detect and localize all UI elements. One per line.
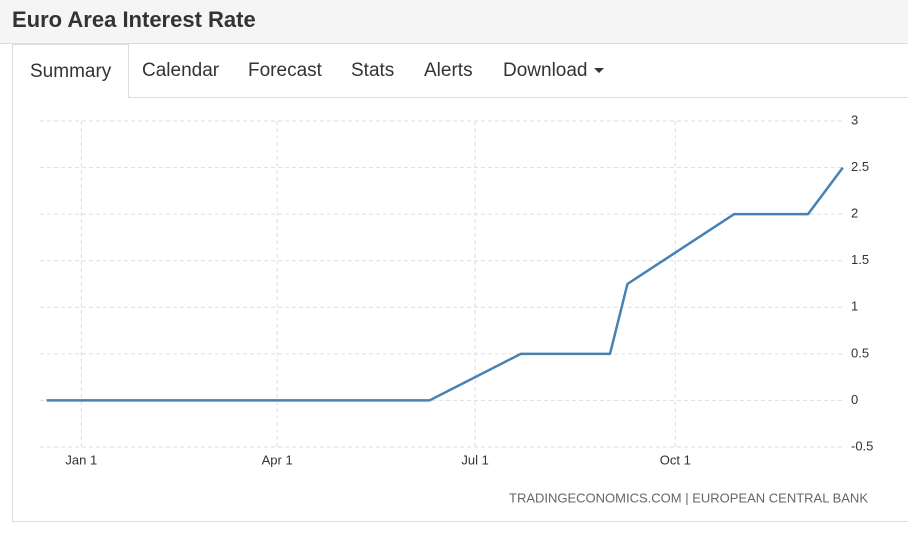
tab-bar: Summary Calendar Forecast Stats Alerts D…: [0, 44, 908, 98]
y-tick-label: 0: [851, 392, 858, 407]
tab[interactable]: Calendar: [142, 60, 220, 81]
caret: [593, 68, 604, 74]
source: TRADINGECONOMICS.COM | EUROPEAN CENTRAL …: [509, 490, 868, 505]
y-tick-label: 1: [851, 299, 858, 314]
tab-label[interactable]: Download: [503, 60, 588, 81]
y-tick-label: 3: [851, 112, 858, 127]
x-tick-label: Apr 1: [262, 452, 293, 467]
tab-rule: [123, 97, 908, 98]
chart-panel: [12, 97, 908, 522]
y-tick-label: 2.5: [851, 159, 869, 174]
y-tick-label: 1.5: [851, 252, 869, 267]
tab[interactable]: Stats: [351, 60, 395, 81]
header: Euro Area Interest Rate: [0, 0, 908, 44]
tab[interactable]: Summary: [12, 44, 130, 98]
x-tick-label: Jan 1: [65, 452, 97, 467]
y-tick-label: -0.5: [851, 438, 873, 453]
page-title: Euro Area Interest Rate: [12, 7, 256, 32]
x-tick-label: Jul 1: [461, 452, 488, 467]
y-tick-label: 2: [851, 206, 858, 221]
y-tick-label: 0.5: [851, 345, 869, 360]
line: [46, 166, 844, 402]
tab[interactable]: Forecast: [248, 60, 322, 81]
tab[interactable]: Alerts: [424, 60, 473, 81]
tab[interactable]: Download: [503, 44, 604, 98]
x-tick-label: Oct 1: [660, 452, 691, 467]
